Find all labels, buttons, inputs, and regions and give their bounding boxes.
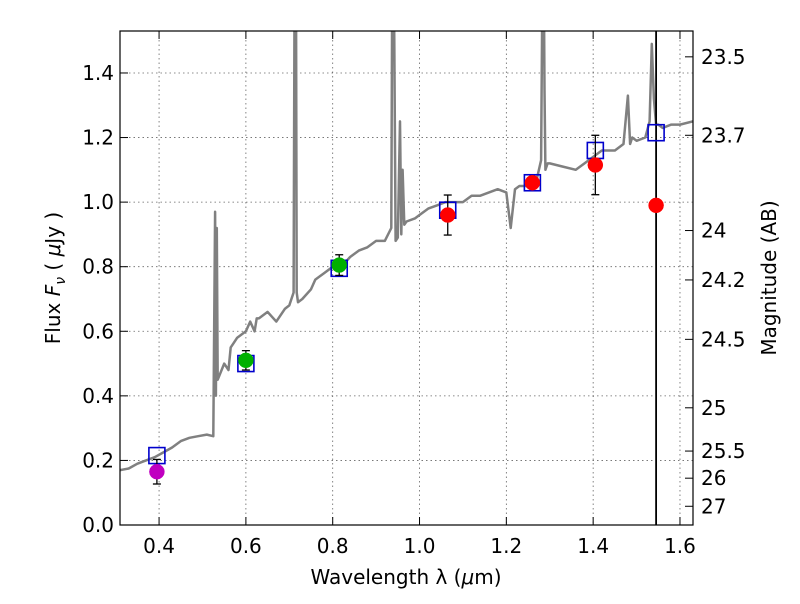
model-square xyxy=(523,173,542,192)
spectrum-line xyxy=(120,31,693,472)
x-tick-label: 1.2 xyxy=(490,534,522,558)
x-axis-title: Wavelength λ (μm) xyxy=(310,565,501,589)
model-square xyxy=(647,123,665,142)
mag-tick-label: 24 xyxy=(701,219,726,243)
mag-tick-label: 27 xyxy=(701,494,726,518)
plot-frame xyxy=(119,30,694,526)
mag-tick-label: 23.5 xyxy=(701,45,746,69)
observed-point xyxy=(648,197,664,214)
mag-tick-label: 25.5 xyxy=(701,439,746,463)
observed-point xyxy=(331,257,347,273)
observed-point xyxy=(524,175,541,191)
y-axis-title: Flux Fν ( μJy ) xyxy=(41,212,69,344)
y-tick-label: 0.8 xyxy=(82,255,114,279)
x-tick-label: 1.0 xyxy=(404,534,436,558)
y-tick-label: 0.2 xyxy=(82,448,114,472)
observed-point xyxy=(149,463,165,480)
x-tick-label: 0.4 xyxy=(143,534,175,558)
mag-tick-label: 26 xyxy=(701,466,726,490)
y-tick-label: 1.2 xyxy=(82,126,114,150)
observed-point xyxy=(238,352,254,369)
observed-point xyxy=(587,157,604,173)
mag-tick-label: 25 xyxy=(701,396,726,420)
x-tick-label: 0.6 xyxy=(230,534,262,558)
observed-point xyxy=(439,207,456,223)
x-tick-label: 0.8 xyxy=(317,534,349,558)
y-tick-label: 1.4 xyxy=(82,61,114,85)
mag-tick-label: 24.5 xyxy=(701,327,746,351)
observed-photometry-series xyxy=(149,134,664,485)
y-tick-label: 1.0 xyxy=(82,190,114,214)
mag-tick-label: 24.2 xyxy=(701,268,746,292)
axis-ticks: 0.4 0.6 0.8 1.0 1.2 1.4 1.6 0.0 0.2 0.4 0.6 0.8 1.0 1… xyxy=(82,31,746,558)
model-photometry-series xyxy=(148,123,665,465)
x-tick-label: 1.6 xyxy=(664,534,696,558)
mag-tick-label: 23.7 xyxy=(701,123,746,147)
right-axis-title: Magnitude (AB) xyxy=(757,200,781,355)
y-tick-label: 0.4 xyxy=(82,384,114,408)
spectrum-series xyxy=(120,31,693,472)
y-tick-label: 0.6 xyxy=(82,319,114,343)
grid-lines xyxy=(120,31,693,526)
x-tick-label: 1.4 xyxy=(577,534,609,558)
y-tick-label: 0.0 xyxy=(82,513,114,537)
